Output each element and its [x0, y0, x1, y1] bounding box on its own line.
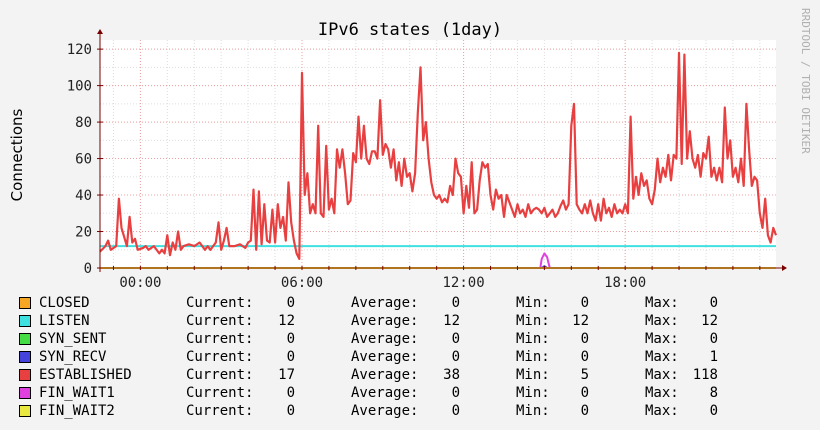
- legend-max-value: 0: [709, 331, 718, 347]
- tick-labels: 0 20 40 60 80 100 120 00:00 06:00 12:00 18:00: [67, 42, 647, 291]
- legend-current-label: Current:: [186, 385, 254, 401]
- legend-average-value: 12: [443, 313, 460, 329]
- x-tick-label: 18:00: [604, 275, 646, 291]
- legend-swatch: [19, 297, 31, 309]
- legend-current-label: Current:: [186, 367, 254, 383]
- legend-max-value: 118: [692, 367, 718, 383]
- legend-current-label: Current:: [186, 403, 254, 419]
- legend-row: FIN_WAIT2 Current: 0 Average: 0 Min: 0 Max: 0: [0, 402, 820, 420]
- legend-average-label: Average:: [351, 295, 419, 311]
- series-line-fin-wait1: [539, 252, 551, 269]
- legend-row: ESTABLISHED Current: 17 Average: 38 Min: 5 Max:…: [0, 366, 820, 384]
- legend-max-value: 12: [701, 313, 718, 329]
- legend-average-value: 0: [451, 385, 460, 401]
- y-tick-label: 60: [75, 152, 92, 168]
- legend-average-label: Average:: [351, 403, 419, 419]
- legend-current-value: 0: [286, 295, 295, 311]
- axes: [97, 29, 787, 272]
- legend-min-value: 0: [580, 385, 589, 401]
- legend-min-label: Min:: [516, 313, 550, 329]
- x-tick-label: 00:00: [119, 275, 161, 291]
- legend-row: SYN_RECV Current: 0 Average: 0 Min: 0 Max: 1: [0, 348, 820, 366]
- legend-average-value: 0: [451, 349, 460, 365]
- legend-swatch: [19, 315, 31, 327]
- legend-max-value: 8: [709, 385, 718, 401]
- legend-min-label: Min:: [516, 331, 550, 347]
- legend-current-value: 0: [286, 385, 295, 401]
- x-tick-label: 06:00: [281, 275, 323, 291]
- legend-average-label: Average:: [351, 313, 419, 329]
- legend-average-label: Average:: [351, 349, 419, 365]
- legend-max-label: Max:: [645, 313, 679, 329]
- legend-series-name: FIN_WAIT1: [39, 385, 115, 401]
- legend-current-label: Current:: [186, 295, 254, 311]
- legend-swatch: [19, 333, 31, 345]
- legend-min-value: 0: [580, 403, 589, 419]
- y-axis-label: Connections: [8, 108, 26, 201]
- legend-current-label: Current:: [186, 349, 254, 365]
- y-tick-label: 0: [84, 261, 92, 277]
- legend-max-label: Max:: [645, 349, 679, 365]
- legend-min-label: Min:: [516, 385, 550, 401]
- legend-series-name: SYN_RECV: [39, 349, 107, 365]
- legend-swatch: [19, 351, 31, 363]
- legend-max-label: Max:: [645, 367, 679, 383]
- legend-row: CLOSED Current: 0 Average: 0 Min: 0 Max: 0: [0, 294, 820, 312]
- legend-max-label: Max:: [645, 295, 679, 311]
- legend-current-value: 0: [286, 349, 295, 365]
- legend-min-label: Min:: [516, 295, 550, 311]
- legend-average-value: 0: [451, 331, 460, 347]
- legend-average-value: 0: [451, 403, 460, 419]
- watermark-text: RRDTOOL / TOBI OETIKER: [799, 8, 812, 154]
- legend-max-value: 0: [709, 295, 718, 311]
- legend-max-value: 0: [709, 403, 718, 419]
- y-tick-label: 120: [67, 42, 92, 58]
- legend-average-value: 0: [451, 295, 460, 311]
- legend-series-name: LISTEN: [39, 313, 90, 329]
- legend-max-label: Max:: [645, 331, 679, 347]
- legend-current-value: 12: [278, 313, 295, 329]
- legend-max-label: Max:: [645, 385, 679, 401]
- legend-current-value: 17: [278, 367, 295, 383]
- legend-min-label: Min:: [516, 403, 550, 419]
- legend-average-label: Average:: [351, 331, 419, 347]
- legend-average-label: Average:: [351, 385, 419, 401]
- legend-min-value: 0: [580, 349, 589, 365]
- y-tick-label: 40: [75, 188, 92, 204]
- legend-series-name: SYN_SENT: [39, 331, 107, 347]
- legend-row: FIN_WAIT1 Current: 0 Average: 0 Min: 0 Max: 8: [0, 384, 820, 402]
- legend-swatch: [19, 369, 31, 381]
- legend-min-label: Min:: [516, 349, 550, 365]
- series-line-established: [99, 51, 778, 260]
- legend-row: LISTEN Current: 12 Average: 12 Min: 12 Max: 12: [0, 312, 820, 330]
- y-tick-label: 100: [67, 79, 92, 95]
- chart-title: IPv6 states (1day): [318, 20, 502, 40]
- legend-series-name: ESTABLISHED: [39, 367, 132, 383]
- legend-swatch: [19, 387, 31, 399]
- legend-max-value: 1: [709, 349, 718, 365]
- legend-min-value: 0: [580, 331, 589, 347]
- legend-current-label: Current:: [186, 313, 254, 329]
- legend-max-label: Max:: [645, 403, 679, 419]
- legend-min-value: 5: [580, 367, 589, 383]
- legend-average-value: 38: [443, 367, 460, 383]
- plot-area: [100, 40, 776, 268]
- legend-min-label: Min:: [516, 367, 550, 383]
- legend-current-value: 0: [286, 403, 295, 419]
- legend-min-value: 0: [580, 295, 589, 311]
- legend-series-name: FIN_WAIT2: [39, 403, 115, 419]
- legend-average-label: Average:: [351, 367, 419, 383]
- legend-series-name: CLOSED: [39, 295, 90, 311]
- x-tick-label: 12:00: [443, 275, 485, 291]
- legend-row: SYN_SENT Current: 0 Average: 0 Min: 0 Max: 0: [0, 330, 820, 348]
- legend-min-value: 12: [572, 313, 589, 329]
- y-tick-label: 80: [75, 115, 92, 131]
- x-axis-arrow: [782, 265, 787, 271]
- legend-current-value: 0: [286, 331, 295, 347]
- legend-swatch: [19, 405, 31, 417]
- legend-current-label: Current:: [186, 331, 254, 347]
- y-tick-label: 20: [75, 225, 92, 241]
- y-axis-arrow: [97, 29, 103, 34]
